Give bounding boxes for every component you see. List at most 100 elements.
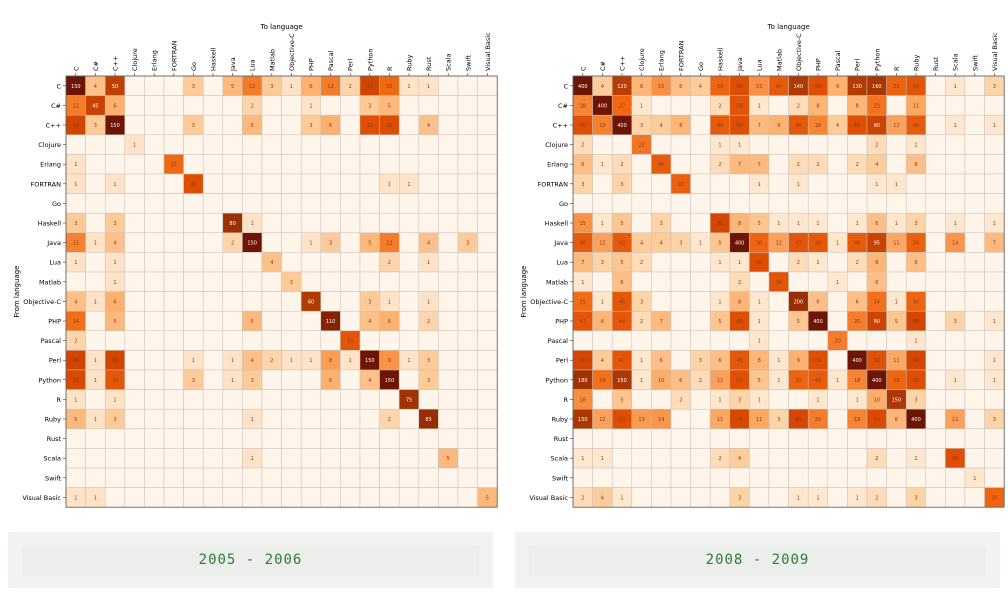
cell-value-label: 11 — [717, 417, 723, 423]
cell-value-label: 4 — [836, 123, 839, 129]
cell-value-label: 40 — [913, 123, 919, 129]
x-tick-label-FORTRAN: FORTRAN — [170, 40, 178, 71]
cell-Matlab-to-Visual Basic — [477, 271, 498, 292]
cell-Haskell-to-Matlab — [261, 212, 282, 234]
cell-Visual Basic-to-Java — [222, 487, 243, 508]
cell-Ruby-to-PHP — [300, 408, 322, 430]
caption-2008-2009: 2008 - 2009 — [705, 552, 810, 568]
cell-Scala-to-C++ — [611, 448, 633, 469]
cell-FORTRAN-to-Visual Basic — [984, 173, 1005, 194]
cell-Scala-to-PHP — [807, 448, 829, 469]
cell-Lua-to-Haskell — [202, 252, 224, 273]
cell-Go-to-Go — [690, 193, 711, 214]
caption-bar-right: 2008 - 2009 — [515, 532, 1000, 588]
cell-value-label: 4 — [660, 241, 663, 247]
cell-value-label: 8 — [895, 417, 898, 423]
caption-bar-left: 2005 - 2006 — [8, 532, 493, 588]
cell-Rust-to-C — [65, 428, 86, 449]
cell-PHP-to-Java — [222, 310, 243, 332]
cell-value-label: 4 — [875, 162, 878, 168]
cell-Pascal-to-Clojure — [631, 330, 652, 351]
cell-PHP-to-Perl — [340, 310, 361, 332]
cell-Scala-to-C# — [85, 448, 106, 469]
cell-value-label: 63 — [619, 417, 625, 423]
cell-Swift-to-R — [886, 467, 907, 488]
cell-Visual Basic-to-PHP — [300, 487, 322, 508]
cell-C++-to-Scala — [438, 114, 459, 136]
cell-R-to-Pascal — [827, 389, 848, 410]
cell-value-label: 6 — [875, 221, 878, 227]
cell-value-label: 5 — [113, 319, 116, 325]
cell-value-label: 47 — [619, 358, 625, 364]
cell-Rust-to-C++ — [104, 428, 126, 449]
cell-value-label: 2 — [875, 495, 878, 501]
cell-value-label: 1 — [581, 280, 584, 286]
cell-Clojure-to-Lua — [749, 134, 770, 155]
cell-C++-to-Clojure — [124, 114, 145, 136]
x-tick-label-Haskell: Haskell — [210, 47, 218, 71]
x-tick-label-Matlab: Matlab — [268, 49, 276, 71]
cell-Objective-C-to-Scala — [438, 291, 459, 312]
caption-2005-2006: 2005 - 2006 — [198, 552, 303, 568]
cell-Clojure-to-Java — [222, 134, 243, 155]
cell-value-label: 2 — [388, 260, 391, 266]
x-tick-label-Go: Go — [697, 62, 705, 71]
cell-value-label: 1 — [993, 319, 996, 325]
cell-Clojure-to-FORTRAN — [163, 134, 184, 155]
cell-value-label: 8 — [816, 103, 819, 109]
x-tick-label-R: R — [386, 66, 394, 71]
cell-FORTRAN-to-Scala — [438, 173, 459, 194]
x-tick-label-Rust: Rust — [932, 56, 940, 71]
cell-C-to-Swift — [964, 75, 985, 96]
cell-Matlab-to-C# — [85, 271, 106, 292]
cell-Matlab-to-Scala — [945, 271, 966, 292]
cell-value-label: 2 — [738, 280, 741, 286]
cell-value-label: 1 — [836, 378, 839, 384]
cell-Erlang-to-Ruby — [398, 154, 420, 175]
cell-Python-to-Perl — [340, 369, 361, 390]
cell-PHP-to-Go — [183, 310, 204, 332]
cell-Visual Basic-to-Haskell — [202, 487, 224, 508]
cell-Swift-to-FORTRAN — [670, 467, 691, 488]
cell-C#-to-Clojure — [124, 95, 145, 116]
cell-C++-to-Perl — [340, 114, 361, 136]
cell-Objective-C-to-Visual Basic — [984, 291, 1005, 312]
cell-Matlab-to-Clojure — [124, 271, 145, 292]
cell-C#-to-FORTRAN — [163, 95, 184, 116]
cell-value-label: 2 — [875, 456, 878, 462]
cell-value-label: 400 — [735, 241, 745, 247]
heatmap-2005-2006: 150 4 50 3 5 12 3 1 6 12 2 40 15 1 112 45 6 2 1 3 540 3 150 3 5 3… — [13, 23, 498, 508]
y-tick-label-C: C — [563, 82, 568, 90]
cell-value-label: 6 — [679, 84, 682, 90]
cell-C++-to-Rust — [925, 114, 946, 136]
y-tick-label-Lua: Lua — [49, 259, 61, 267]
cell-Go-to-Pascal — [320, 193, 341, 214]
cell-value-label: 6 — [875, 280, 878, 286]
cell-Go-to-Scala — [438, 193, 459, 214]
cell-Haskell-to-C# — [85, 212, 106, 234]
cell-Scala-to-Rust — [925, 448, 946, 469]
cell-value-label: 1 — [601, 221, 604, 227]
cell-Lua-to-R — [886, 252, 907, 273]
cell-Lua-to-Matlab — [768, 252, 789, 273]
cell-value-label: 47 — [795, 241, 801, 247]
cell-value-label: 1 — [718, 143, 721, 149]
cell-Swift-to-Haskell — [202, 467, 224, 488]
y-tick-label-Erlang: Erlang — [40, 161, 61, 169]
cell-value-label: 18 — [580, 103, 586, 109]
cell-Swift-to-Objective-C — [788, 467, 809, 488]
cell-Matlab-to-FORTRAN — [163, 271, 184, 292]
cell-Objective-C-to-FORTRAN — [163, 291, 184, 312]
cell-Go-to-Java — [729, 193, 750, 214]
cell-value-label: 30 — [795, 378, 801, 384]
cell-value-label: 16 — [580, 397, 586, 403]
cell-Ruby-to-Java — [222, 408, 243, 430]
cell-PHP-to-Matlab — [768, 310, 789, 332]
cell-value-label: 23 — [874, 103, 880, 109]
cell-value-label: 80 — [229, 221, 235, 227]
cell-value-label: 5 — [718, 319, 721, 325]
y-tick-label-Clojure: Clojure — [38, 141, 61, 149]
x-tick-label-Clojure: Clojure — [131, 48, 139, 71]
cell-value-label: 12 — [952, 417, 958, 423]
cell-value-label: 40 — [73, 123, 79, 129]
